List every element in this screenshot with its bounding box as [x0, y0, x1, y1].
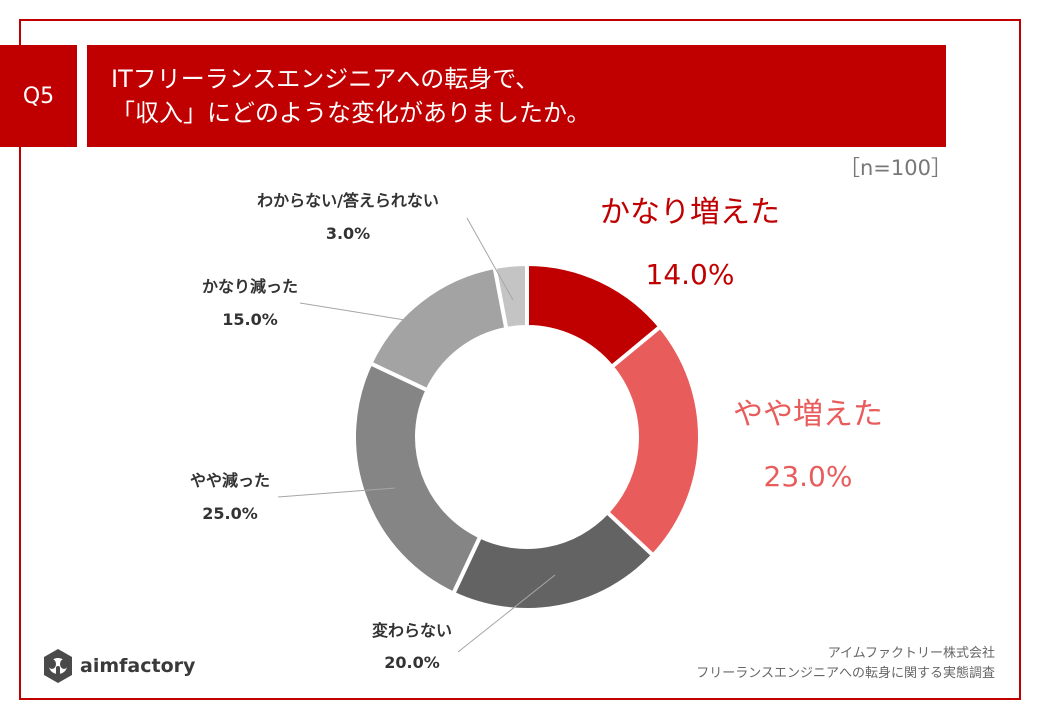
category-label-1: かなり増えた	[600, 195, 780, 230]
value-label-5: 15.0%	[222, 310, 278, 329]
donut-slice-4	[352, 360, 483, 597]
category-label-5: かなり減った	[202, 277, 298, 296]
source-survey: フリーランスエンジニアへの転身に関する実態調査	[696, 666, 995, 681]
donut-slice-5	[367, 264, 509, 393]
leader-line-3	[457, 574, 556, 653]
source-company: アイムファクトリー株式会社	[827, 646, 995, 661]
elephant-logo-icon	[44, 649, 72, 683]
value-label-3: 20.0%	[384, 653, 440, 672]
donut-slice-2	[604, 323, 702, 559]
donut-slice-3	[450, 509, 656, 612]
company-logo: aimfactory	[40, 648, 195, 684]
category-label-4: やや減った	[190, 471, 270, 490]
source-note: アイムファクトリー株式会社 フリーランスエンジニアへの転身に関する実態調査	[696, 644, 995, 684]
value-label-1: 14.0%	[646, 258, 735, 291]
leader-line-5	[299, 302, 406, 321]
category-label-3: 変わらない	[372, 621, 452, 640]
value-label-2: 23.0%	[764, 460, 853, 493]
value-label-6: 3.0%	[326, 224, 370, 243]
logo-text: aimfactory	[80, 655, 196, 677]
category-label-6: わからない/答えられない	[257, 191, 439, 210]
question-badge: Q5	[0, 45, 77, 147]
question-title-line1: ITフリーランスエンジニアへの転身で、	[111, 65, 540, 93]
value-label-4: 25.0%	[202, 504, 258, 523]
category-label-2: やや増えた	[733, 397, 883, 432]
leader-line-6	[466, 217, 514, 301]
sample-size: ［n=100］	[839, 156, 952, 180]
question-title: ITフリーランスエンジニアへの転身で、 「収入」にどのような変化がありましたか。	[87, 45, 946, 147]
figure-frame	[19, 19, 1021, 700]
leader-line-4	[277, 487, 396, 498]
question-title-line2: 「収入」にどのような変化がありましたか。	[111, 99, 591, 127]
